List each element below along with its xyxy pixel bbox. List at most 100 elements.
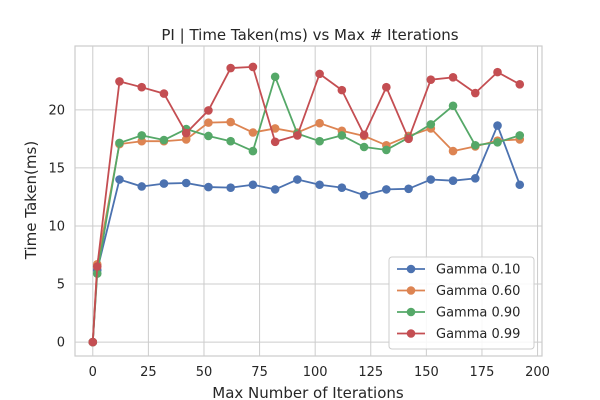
data-point — [159, 135, 169, 145]
data-point — [248, 62, 258, 72]
data-point — [515, 131, 525, 140]
data-point — [204, 131, 213, 141]
data-point — [315, 118, 324, 128]
data-point — [359, 130, 369, 140]
data-point — [204, 106, 213, 115]
data-point — [137, 82, 147, 92]
data-point — [448, 146, 458, 156]
data-point — [293, 175, 302, 184]
x-tick-label: 200 — [525, 365, 550, 380]
legend-box — [388, 256, 535, 350]
data-point — [426, 75, 436, 84]
y-tick-label: 15 — [48, 161, 65, 176]
x-tick-label: 0 — [89, 365, 97, 380]
data-point — [515, 180, 525, 190]
series-layer — [88, 62, 525, 347]
data-point — [270, 137, 280, 147]
data-point — [426, 120, 436, 129]
data-point — [448, 73, 458, 82]
x-axis-label: Max Number of Iterations — [212, 384, 404, 400]
data-point — [382, 145, 391, 155]
y-tick-label: 10 — [48, 219, 65, 234]
data-point — [337, 85, 347, 95]
data-point — [404, 184, 413, 194]
data-point — [204, 118, 213, 127]
grid-layer — [75, 46, 542, 356]
data-point — [181, 135, 191, 144]
axes-layer: 0 25 50 75 100 125 150 175 200 0 5 10 15 20 — [48, 45, 550, 380]
legend-swatch-marker — [406, 264, 416, 274]
legend-swatch-marker — [406, 329, 416, 338]
x-tick-label: 175 — [470, 365, 495, 380]
data-point — [470, 88, 480, 98]
y-axis-label: Time Taken(ms) — [22, 141, 40, 260]
x-tick-label: 75 — [251, 365, 268, 380]
plot-frame — [74, 45, 543, 357]
legend-label: Gamma 0.99 — [436, 327, 520, 342]
legend-label: Gamma 0.10 — [436, 263, 520, 278]
data-point — [181, 178, 191, 188]
data-point — [448, 101, 458, 111]
data-point — [515, 80, 525, 89]
legend-item: Gamma 0.90 — [397, 306, 520, 321]
data-point — [137, 131, 147, 140]
x-tick-label: 125 — [358, 365, 383, 380]
x-tick-label: 50 — [196, 365, 213, 380]
legend-item: Gamma 0.99 — [397, 327, 520, 342]
legend: Gamma 0.10 Gamma 0.60 Gamma 0.90 Gamma 0.99 — [388, 256, 535, 350]
legend-label: Gamma 0.60 — [436, 284, 520, 299]
data-point — [226, 63, 235, 73]
data-point — [293, 131, 302, 140]
data-point — [181, 128, 191, 138]
data-point — [337, 131, 347, 140]
data-point — [159, 179, 169, 188]
data-point — [115, 175, 124, 184]
legend-item: Gamma 0.60 — [397, 284, 520, 299]
y-tick-label: 0 — [57, 336, 65, 351]
data-point — [470, 174, 480, 183]
data-point — [248, 146, 258, 156]
data-point — [470, 140, 480, 150]
legend-swatch-marker — [406, 307, 416, 317]
data-point — [426, 175, 436, 184]
data-point — [448, 176, 458, 185]
data-point — [270, 72, 280, 82]
legend-swatch-marker — [406, 286, 416, 295]
data-point — [248, 128, 258, 137]
data-point — [204, 182, 213, 192]
y-tick-label: 5 — [57, 278, 65, 293]
data-point — [382, 82, 391, 92]
data-point — [88, 337, 98, 347]
data-point — [359, 142, 369, 152]
data-point — [493, 67, 502, 77]
data-point — [337, 183, 347, 192]
y-tick-label: 20 — [48, 103, 65, 118]
data-point — [315, 180, 324, 190]
data-point — [137, 182, 147, 191]
data-point — [315, 69, 324, 79]
legend-label: Gamma 0.90 — [436, 306, 520, 321]
x-tick-label: 150 — [414, 365, 439, 380]
data-point — [115, 138, 124, 148]
series-2 — [88, 72, 525, 347]
data-point — [315, 136, 324, 146]
x-tick-label: 100 — [303, 365, 328, 380]
data-point — [493, 121, 502, 130]
data-point — [226, 183, 235, 192]
data-point — [493, 138, 502, 147]
data-point — [270, 185, 280, 194]
data-point — [270, 124, 280, 133]
chart-title: PI | Time Taken(ms) vs Max # Iterations — [161, 26, 458, 44]
x-tick-label: 25 — [140, 365, 157, 380]
legend-item: Gamma 0.10 — [397, 263, 520, 278]
data-point — [248, 180, 258, 190]
data-point — [382, 185, 391, 194]
data-point — [226, 117, 235, 127]
data-point — [115, 77, 124, 86]
data-point — [359, 190, 369, 200]
data-point — [404, 134, 413, 144]
data-point — [92, 262, 102, 271]
series-3 — [88, 62, 525, 347]
